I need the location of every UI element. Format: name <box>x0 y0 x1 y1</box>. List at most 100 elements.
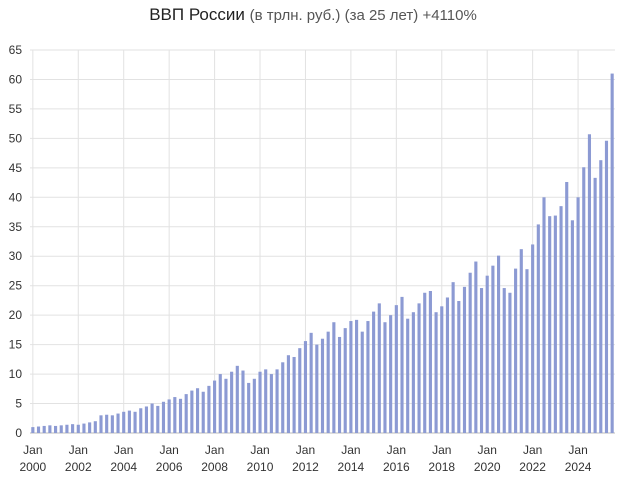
bar <box>76 424 80 433</box>
bar <box>383 322 387 433</box>
x-tick-label: 2024 <box>565 460 592 474</box>
x-tick-label: 2010 <box>247 460 274 474</box>
bar <box>337 336 342 433</box>
bar <box>536 224 540 433</box>
bar <box>434 312 438 433</box>
bar <box>565 181 569 433</box>
y-tick-label: 20 <box>9 308 23 322</box>
bar <box>122 411 126 433</box>
y-tick-label: 10 <box>9 367 23 381</box>
y-tick-label: 50 <box>9 131 23 145</box>
bar <box>394 305 398 433</box>
bar <box>553 215 557 433</box>
bar <box>587 134 592 433</box>
bar <box>491 265 495 433</box>
bar <box>252 378 256 433</box>
bar <box>230 371 234 433</box>
chart-title: ВВП России <box>149 5 245 24</box>
bar <box>224 378 228 433</box>
bar <box>173 397 177 433</box>
bar <box>213 380 217 433</box>
bar <box>582 167 586 433</box>
x-tick-label: 2004 <box>110 460 137 474</box>
bar <box>105 414 109 433</box>
bar <box>468 272 472 433</box>
bar <box>150 403 154 433</box>
x-tick-label: Jan <box>114 443 133 457</box>
bar <box>281 362 285 433</box>
bar <box>99 415 103 433</box>
bar <box>110 415 114 433</box>
bar <box>247 382 251 433</box>
y-tick-label: 15 <box>9 338 23 352</box>
bar <box>315 344 319 433</box>
bar <box>570 220 574 433</box>
bar <box>355 319 359 433</box>
bar <box>144 406 148 433</box>
x-tick-label: Jan <box>341 443 360 457</box>
bar <box>406 318 410 433</box>
x-tick-label: 2008 <box>201 460 228 474</box>
bar <box>303 341 308 433</box>
x-tick-label: Jan <box>523 443 542 457</box>
bar <box>88 422 92 433</box>
bar <box>53 425 58 433</box>
y-tick-label: 55 <box>9 102 23 116</box>
bar <box>423 292 427 433</box>
bar <box>275 369 279 433</box>
bar <box>42 425 46 433</box>
bar <box>377 303 381 433</box>
bar <box>139 408 143 433</box>
bar <box>258 371 262 433</box>
y-tick-label: 0 <box>15 426 22 440</box>
bar <box>604 140 609 434</box>
x-tick-label: 2022 <box>519 460 546 474</box>
x-tick-label: Jan <box>205 443 224 457</box>
bar <box>116 413 120 433</box>
bar <box>59 425 63 433</box>
bar <box>93 421 97 433</box>
bar <box>514 268 518 433</box>
bar <box>599 160 603 433</box>
bar <box>531 244 535 433</box>
bar <box>235 365 239 433</box>
chart-title-block: ВВП России (в трлн. руб.) (за 25 лет) +4… <box>0 5 626 25</box>
bar <box>326 331 330 433</box>
x-tick-label: Jan <box>478 443 497 457</box>
bar <box>184 394 188 433</box>
x-tick-label: 2000 <box>19 460 46 474</box>
bar <box>485 275 489 433</box>
bar <box>519 249 523 433</box>
bar <box>593 177 597 433</box>
chart-subtitle: (в трлн. руб.) (за 25 лет) +4110% <box>249 7 477 24</box>
bar <box>218 374 222 433</box>
x-tick-label: Jan <box>432 443 451 457</box>
x-tick-label: 2006 <box>156 460 183 474</box>
bar <box>445 297 450 433</box>
y-tick-label: 60 <box>9 72 23 86</box>
bar <box>264 369 268 433</box>
bar <box>451 282 455 433</box>
x-tick-label: 2014 <box>338 460 365 474</box>
bar <box>292 356 296 433</box>
bar <box>133 411 137 433</box>
bar <box>411 312 415 433</box>
bar <box>428 290 432 433</box>
bar <box>349 321 353 433</box>
bar <box>332 322 336 433</box>
y-tick-label: 65 <box>9 43 23 57</box>
bar <box>372 311 376 433</box>
bar <box>479 288 484 433</box>
bar <box>178 398 183 433</box>
x-tick-label: Jan <box>69 443 88 457</box>
bar <box>207 385 211 433</box>
bar <box>417 303 421 433</box>
x-tick-label: Jan <box>23 443 42 457</box>
bar <box>559 206 563 433</box>
x-tick-label: 2018 <box>428 460 455 474</box>
bar <box>508 292 512 433</box>
x-tick-label: Jan <box>296 443 315 457</box>
x-tick-label: 2012 <box>292 460 319 474</box>
